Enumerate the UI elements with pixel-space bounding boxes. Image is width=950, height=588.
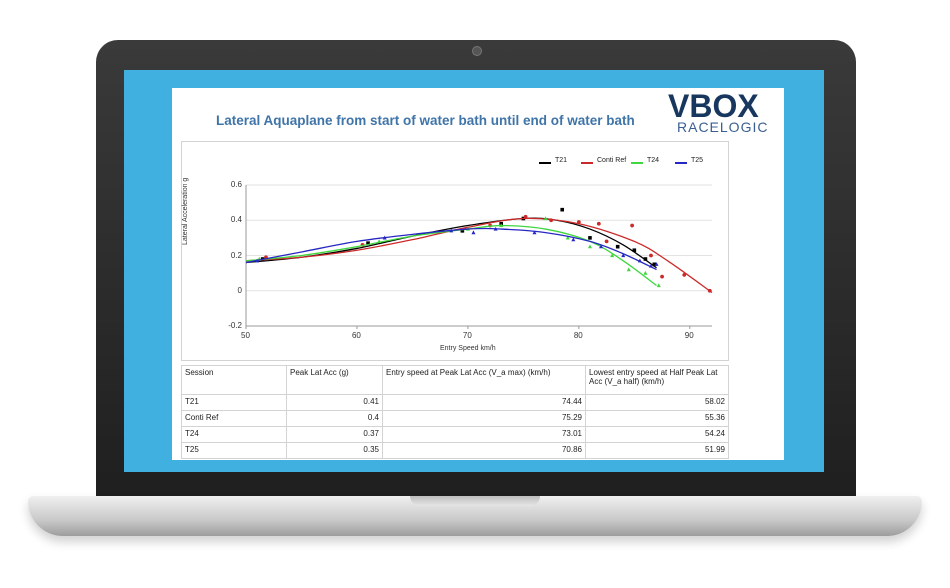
table-row: Conti Ref 0.4 75.29 55.36 — [181, 410, 729, 427]
results-table: Session Peak Lat Acc (g) Entry speed at … — [181, 365, 729, 459]
laptop-notch — [410, 496, 540, 506]
point-t25 — [382, 235, 387, 240]
vbox-logo: VBOX — [668, 88, 759, 124]
y-tick-label: 0.2 — [230, 250, 242, 260]
y-tick-label: 0.6 — [230, 180, 242, 189]
legend-swatch — [631, 162, 643, 164]
point-t25 — [255, 258, 260, 263]
point-t21 — [615, 244, 620, 249]
point-conti-ref — [604, 239, 609, 244]
legend-swatch — [581, 162, 593, 164]
point-t21 — [643, 257, 648, 261]
point-t21 — [366, 241, 370, 245]
header-session: Session — [181, 365, 287, 395]
cell-speed-peak: 70.86 — [382, 442, 586, 459]
x-tick-label: 50 — [241, 331, 250, 340]
table-row: T24 0.37 73.01 54.24 — [181, 426, 729, 443]
cell-session: T25 — [181, 442, 287, 459]
chart-frame — [181, 141, 729, 361]
point-t25 — [648, 263, 653, 268]
point-t21 — [560, 207, 565, 212]
x-axis-title: Entry Speed km/h — [440, 345, 496, 352]
x-tick-label: 90 — [684, 331, 694, 340]
trend-line-t24 — [245, 224, 657, 286]
cell-peak: 0.41 — [286, 394, 383, 411]
x-tick-label: 60 — [351, 331, 361, 340]
table-row: T25 0.35 70.86 51.99 — [181, 442, 729, 459]
chart-title: Lateral Aquaplane from start of water ba… — [216, 113, 635, 128]
header-lowest-entry-speed: Lowest entry speed at Half Peak Lat Acc … — [585, 365, 729, 395]
y-tick-label: 0 — [237, 285, 242, 295]
point-conti-ref — [630, 223, 635, 228]
point-t24 — [565, 235, 570, 240]
x-tick-label: 70 — [462, 331, 472, 340]
racelogic-logo-text: RACELOGIC — [677, 119, 769, 135]
y-tick-label: -0.2 — [228, 321, 242, 330]
point-t24 — [543, 216, 548, 221]
point-conti-ref — [576, 220, 581, 224]
table-row: T21 0.41 74.44 58.02 — [181, 394, 729, 411]
legend-label: T25 — [691, 157, 704, 164]
header-peak-lat-acc: Peak Lat Acc (g) — [286, 365, 383, 395]
point-conti-ref — [549, 218, 554, 223]
trend-line-conti-ref — [245, 217, 713, 294]
point-t21 — [460, 229, 465, 233]
point-conti-ref — [649, 253, 653, 258]
point-t24 — [626, 267, 631, 272]
legend-label: T21 — [555, 157, 568, 164]
cell-speed-peak: 73.01 — [382, 426, 586, 443]
point-t25 — [532, 230, 537, 235]
point-t21 — [632, 248, 637, 253]
point-t24 — [610, 253, 615, 258]
cell-session: Conti Ref — [181, 410, 287, 427]
point-conti-ref — [523, 214, 528, 219]
legend-swatch — [675, 162, 687, 164]
legend-label: T24 — [647, 157, 660, 164]
y-tick-label: 0.4 — [230, 215, 242, 225]
point-t25 — [449, 228, 454, 233]
cell-peak: 0.35 — [286, 442, 383, 459]
x-tick-label: 80 — [573, 331, 583, 340]
point-t25 — [493, 226, 498, 231]
table-header-row: Session Peak Lat Acc (g) Entry speed at … — [181, 365, 729, 395]
point-t25 — [637, 258, 642, 263]
point-t25 — [599, 244, 604, 249]
point-t21 — [652, 262, 657, 267]
cell-speed-half: 54.24 — [585, 426, 729, 443]
cell-speed-half: 51.99 — [585, 442, 729, 459]
cell-session: T21 — [181, 394, 287, 411]
point-t24 — [643, 270, 648, 275]
cell-speed-peak: 74.44 — [382, 394, 586, 411]
cell-speed-peak: 75.29 — [382, 410, 586, 427]
point-conti-ref — [596, 221, 601, 226]
cell-peak: 0.4 — [286, 410, 383, 427]
trend-line-t25 — [245, 227, 657, 271]
cell-peak: 0.37 — [286, 426, 383, 443]
header-entry-speed-peak: Entry speed at Peak Lat Acc (V_a max) (k… — [382, 365, 586, 395]
point-conti-ref — [682, 272, 687, 277]
point-t24 — [377, 239, 382, 243]
point-conti-ref — [660, 274, 664, 279]
cell-speed-half: 58.02 — [585, 394, 729, 411]
point-t25 — [621, 253, 626, 258]
legend-label: Conti Ref — [597, 157, 627, 164]
point-t25 — [471, 230, 476, 235]
y-axis-title: Lateral Acceleration g — [182, 177, 189, 245]
point-t24 — [656, 283, 661, 288]
point-t24 — [587, 244, 592, 249]
point-t25 — [571, 237, 576, 242]
point-t21 — [588, 236, 592, 240]
cell-session: T24 — [181, 426, 287, 443]
webcam-icon — [472, 46, 482, 56]
legend-swatch — [539, 162, 551, 164]
point-t25 — [654, 262, 659, 266]
point-t24 — [499, 223, 504, 228]
point-conti-ref — [707, 288, 712, 293]
cell-speed-half: 55.36 — [585, 410, 729, 427]
